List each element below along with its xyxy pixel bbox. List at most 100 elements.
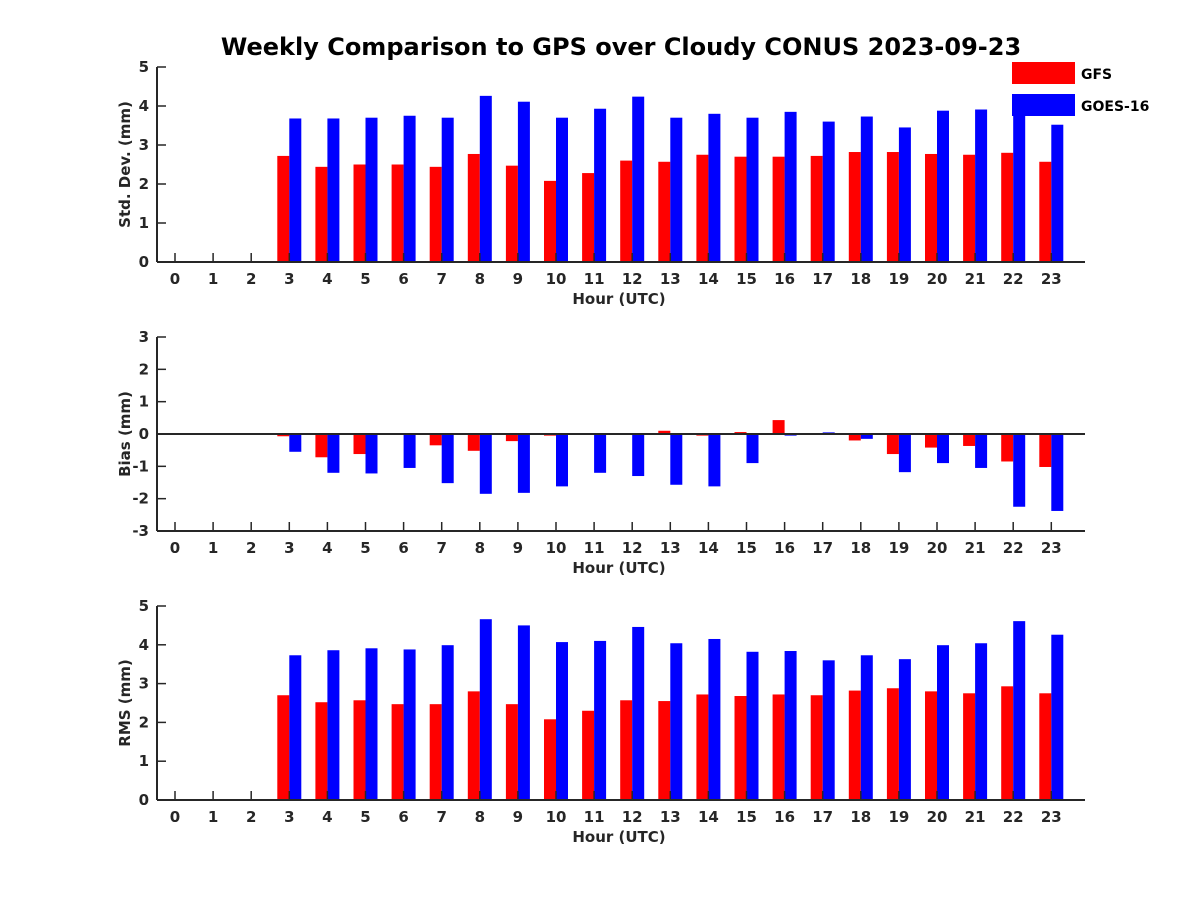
x-tick-label: 8: [475, 539, 485, 557]
y-tick-label: -1: [132, 457, 149, 475]
bar-goes-16-hour-17: [822, 121, 835, 262]
bar-goes-16-hour-11: [594, 108, 607, 262]
y-tick-label: 3: [139, 136, 149, 154]
bar-goes-16-hour-3: [289, 434, 302, 452]
x-tick-label: 10: [546, 270, 567, 288]
x-tick-label: 7: [436, 539, 446, 557]
x-tick-label: 8: [475, 808, 485, 826]
y-tick-label: 5: [139, 58, 149, 76]
y-tick-label: 2: [139, 175, 149, 193]
bar-goes-16-hour-14: [708, 113, 721, 262]
bar-gfs-hour-21: [963, 693, 976, 800]
x-tick-label: 2: [246, 808, 256, 826]
x-tick-label: 5: [360, 808, 370, 826]
bar-gfs-hour-19: [886, 152, 899, 262]
legend: GFS GOES-16: [1012, 62, 1149, 116]
x-tick-label: 16: [774, 270, 795, 288]
bar-gfs-hour-5: [353, 164, 366, 262]
bar-goes-16-hour-19: [898, 434, 911, 473]
bar-gfs-hour-16: [772, 694, 785, 800]
bar-gfs-hour-10: [544, 180, 556, 262]
x-axis-label: Hour (UTC): [572, 828, 665, 846]
x-tick-label: 13: [660, 808, 681, 826]
bar-goes-16-hour-8: [479, 434, 492, 494]
x-tick-label: 6: [398, 270, 408, 288]
y-tick-label: 0: [139, 253, 149, 271]
bar-gfs-hour-23: [1039, 161, 1052, 262]
bar-goes-16-hour-7: [441, 117, 454, 262]
legend-swatch-gfs: [1012, 62, 1075, 84]
bar-goes-16-hour-20: [937, 434, 949, 464]
bar-goes-16-hour-5: [365, 434, 378, 474]
bar-goes-16-hour-23: [1051, 124, 1064, 262]
bar-gfs-hour-4: [315, 434, 328, 458]
x-tick-label: 21: [965, 270, 986, 288]
bar-goes-16-hour-19: [898, 659, 911, 800]
x-tick-label: 0: [170, 270, 180, 288]
bar-goes-16-hour-9: [517, 434, 530, 493]
y-tick-label: 4: [139, 636, 149, 654]
bar-gfs-hour-9: [505, 704, 518, 800]
bar-goes-16-hour-11: [594, 434, 607, 473]
bar-goes-16-hour-6: [403, 649, 416, 800]
bar-goes-16-hour-6: [403, 434, 416, 468]
bar-gfs-hour-16: [772, 156, 785, 262]
bar-gfs-hour-3: [277, 155, 290, 262]
bar-goes-16-hour-14: [708, 638, 721, 800]
x-tick-label: 4: [322, 270, 332, 288]
y-tick-label: 1: [139, 393, 149, 411]
x-axis-label: Hour (UTC): [572, 559, 665, 577]
bar-gfs-hour-15: [734, 696, 747, 800]
bar-goes-16-hour-18: [860, 116, 873, 262]
bar-goes-16-hour-21: [975, 434, 988, 468]
bar-goes-16-hour-18: [860, 434, 873, 439]
x-tick-label: 0: [170, 539, 180, 557]
x-tick-label: 12: [622, 808, 643, 826]
y-tick-label: 0: [139, 791, 149, 809]
x-tick-label: 17: [812, 539, 833, 557]
bar-gfs-hour-12: [620, 160, 633, 262]
bar-gfs-hour-20: [925, 691, 937, 800]
x-tick-label: 15: [736, 539, 757, 557]
y-axis-label: Bias (mm): [116, 391, 134, 477]
bar-gfs-hour-4: [315, 166, 328, 262]
bar-gfs-hour-10: [544, 719, 556, 800]
bar-gfs-hour-22: [1001, 434, 1014, 462]
x-tick-label: 7: [436, 270, 446, 288]
bar-gfs-hour-8: [467, 153, 480, 262]
bar-gfs-hour-17: [810, 155, 823, 262]
x-tick-label: 17: [812, 808, 833, 826]
x-tick-label: 22: [1003, 808, 1024, 826]
bar-gfs-hour-13: [658, 701, 671, 800]
bar-goes-16-hour-6: [403, 115, 416, 262]
x-tick-label: 1: [208, 539, 218, 557]
bar-gfs-hour-21: [963, 154, 976, 262]
bar-gfs-hour-11: [582, 710, 595, 800]
bar-gfs-hour-16: [772, 420, 785, 434]
bar-goes-16-hour-14: [708, 434, 721, 487]
bar-gfs-hour-23: [1039, 434, 1052, 467]
bar-gfs-hour-15: [734, 156, 747, 262]
x-tick-label: 23: [1041, 270, 1062, 288]
bar-gfs-hour-14: [696, 154, 709, 262]
x-tick-label: 6: [398, 808, 408, 826]
bar-goes-16-hour-4: [327, 118, 340, 262]
x-tick-label: 18: [850, 539, 871, 557]
bar-gfs-hour-13: [658, 430, 671, 434]
bar-gfs-hour-17: [810, 695, 823, 800]
x-tick-label: 10: [546, 539, 567, 557]
y-tick-label: 3: [139, 328, 149, 346]
x-tick-label: 14: [698, 270, 719, 288]
bar-gfs-hour-18: [848, 690, 861, 800]
bar-goes-16-hour-18: [860, 655, 873, 800]
x-tick-label: 21: [965, 539, 986, 557]
x-tick-label: 0: [170, 808, 180, 826]
x-tick-label: 18: [850, 808, 871, 826]
bar-goes-16-hour-20: [937, 110, 949, 263]
bar-goes-16-hour-15: [746, 434, 759, 464]
bar-goes-16-hour-23: [1051, 434, 1064, 511]
x-tick-label: 11: [584, 539, 605, 557]
